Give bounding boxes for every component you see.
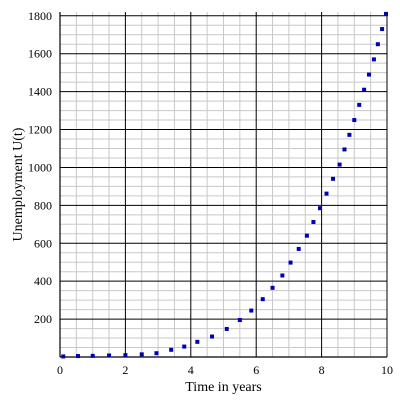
data-point [367, 72, 372, 77]
data-point [270, 285, 275, 290]
data-point [280, 273, 285, 278]
y-tick-label: 800 [34, 198, 52, 212]
data-point [107, 353, 112, 358]
x-tick-label: 2 [122, 363, 128, 377]
data-point [357, 102, 362, 107]
y-tick-label: 1200 [28, 123, 52, 137]
data-point [90, 353, 95, 358]
data-point [237, 318, 242, 323]
x-tick-label: 8 [319, 363, 325, 377]
x-axis-ticks: 0 2 4 6 8 10 [57, 363, 393, 377]
data-point [169, 347, 174, 352]
data-point [317, 206, 322, 211]
data-point [210, 334, 215, 339]
y-tick-label: 400 [34, 274, 52, 288]
data-point [249, 308, 254, 313]
y-tick-label: 200 [34, 312, 52, 326]
data-point [61, 354, 66, 359]
data-point [375, 42, 380, 47]
y-tick-label: 1600 [28, 47, 52, 61]
data-point [380, 27, 385, 32]
data-point [123, 353, 128, 358]
data-point [288, 260, 293, 265]
data-point [384, 11, 389, 16]
x-tick-label: 10 [381, 363, 393, 377]
data-point [352, 118, 357, 123]
y-tick-label: 1800 [28, 9, 52, 23]
data-point [347, 132, 352, 137]
y-tick-label: 1400 [28, 85, 52, 99]
data-point [331, 176, 336, 181]
data-point [362, 87, 367, 92]
data-point [195, 339, 200, 344]
data-point [342, 147, 347, 152]
data-point [224, 326, 229, 331]
x-tick-label: 0 [57, 363, 63, 377]
data-point [304, 233, 309, 238]
data-point [324, 191, 329, 196]
y-axis-ticks: 200 400 600 800 1000 1200 1400 1600 1800 [28, 9, 52, 326]
data-point [139, 352, 144, 357]
x-tick-label: 4 [188, 363, 194, 377]
y-tick-label: 600 [34, 236, 52, 250]
data-point [311, 220, 316, 225]
y-axis-label: Unemployment U(t) [11, 127, 26, 241]
plot-frame [59, 12, 387, 358]
data-point [337, 162, 342, 167]
data-point [182, 344, 187, 349]
x-tick-label: 6 [253, 363, 259, 377]
data-point [260, 297, 265, 302]
data-point [296, 246, 301, 251]
data-point [154, 351, 159, 356]
data-point [75, 354, 80, 359]
y-tick-label: 1000 [28, 160, 52, 174]
data-point [371, 57, 376, 62]
x-axis-label: Time in years [185, 380, 261, 395]
grid [60, 12, 388, 357]
data-points [61, 11, 389, 359]
